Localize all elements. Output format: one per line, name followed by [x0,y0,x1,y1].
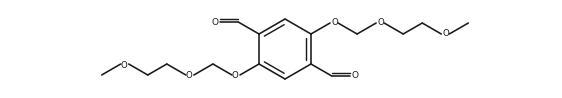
Text: O: O [185,72,192,80]
Text: O: O [443,29,450,38]
Text: O: O [120,60,127,69]
Text: O: O [232,72,238,80]
Text: O: O [212,18,219,26]
Text: O: O [332,18,338,26]
Text: O: O [378,18,384,26]
Text: O: O [351,72,358,80]
